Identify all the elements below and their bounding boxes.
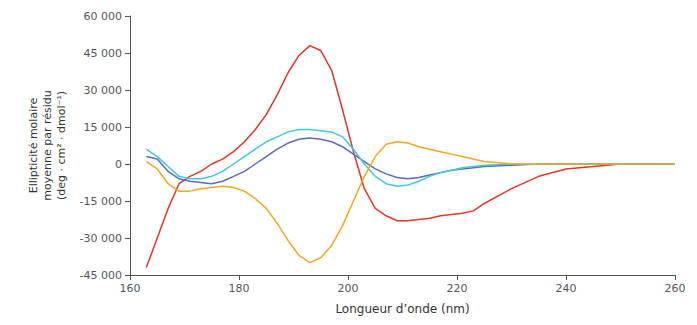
svg-text:moyenne par résidu: moyenne par résidu <box>41 90 54 200</box>
svg-text:-15 000: -15 000 <box>80 195 122 208</box>
svg-text:60 000: 60 000 <box>84 10 123 23</box>
svg-text:45 000: 45 000 <box>84 47 123 60</box>
svg-text:160: 160 <box>120 282 141 295</box>
svg-text:200: 200 <box>338 282 359 295</box>
svg-text:0: 0 <box>115 158 122 171</box>
svg-text:15 000: 15 000 <box>84 121 123 134</box>
svg-text:(deg · cm² · dmol⁻¹): (deg · cm² · dmol⁻¹) <box>55 91 68 200</box>
svg-text:-45 000: -45 000 <box>80 269 122 282</box>
svg-text:180: 180 <box>229 282 250 295</box>
svg-text:240: 240 <box>556 282 577 295</box>
svg-text:Ellipticité molaire: Ellipticité molaire <box>27 98 40 194</box>
svg-text:260: 260 <box>665 282 686 295</box>
svg-text:30 000: 30 000 <box>84 84 123 97</box>
svg-text:220: 220 <box>447 282 468 295</box>
svg-text:Longueur d’onde (nm): Longueur d’onde (nm) <box>335 302 469 316</box>
svg-text:-30 000: -30 000 <box>80 232 122 245</box>
